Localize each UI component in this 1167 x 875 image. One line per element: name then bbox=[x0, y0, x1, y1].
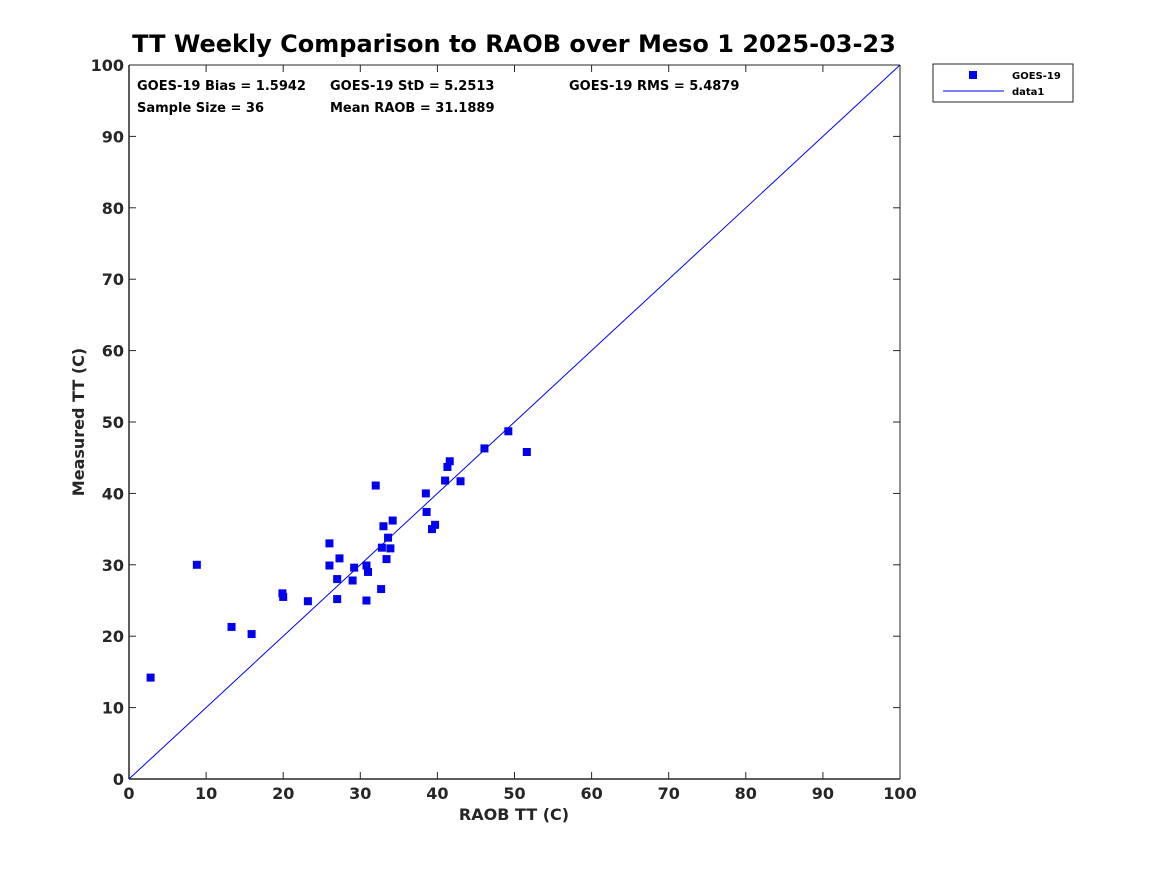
std-annotation: GOES-19 StD = 5.2513 bbox=[330, 79, 494, 94]
data-point bbox=[445, 457, 454, 466]
data-point bbox=[388, 516, 397, 525]
data-point bbox=[377, 543, 386, 552]
y-tick-label: 50 bbox=[102, 413, 124, 432]
y-tick-label: 40 bbox=[102, 484, 124, 503]
chart-title: TT Weekly Comparison to RAOB over Meso 1… bbox=[132, 30, 896, 58]
data-point bbox=[431, 520, 440, 529]
x-tick-label: 10 bbox=[195, 784, 217, 803]
data-point bbox=[325, 561, 334, 570]
y-tick-label: 90 bbox=[102, 127, 124, 146]
rms-annotation: GOES-19 RMS = 5.4879 bbox=[569, 79, 739, 94]
data-point bbox=[350, 563, 359, 572]
mean-raob-annotation: Mean RAOB = 31.1889 bbox=[330, 101, 495, 116]
data-point bbox=[303, 597, 312, 606]
x-tick-label: 100 bbox=[883, 784, 916, 803]
y-tick-label: 20 bbox=[102, 627, 124, 646]
data-point bbox=[371, 481, 380, 490]
data-point bbox=[421, 489, 430, 498]
data-point bbox=[247, 630, 256, 639]
data-point bbox=[522, 447, 531, 456]
data-point bbox=[443, 462, 452, 471]
x-axis-label: RAOB TT (C) bbox=[459, 805, 569, 824]
y-tick-label: 70 bbox=[102, 270, 124, 289]
data-point bbox=[362, 561, 371, 570]
data-point bbox=[377, 585, 386, 594]
data-point bbox=[192, 560, 201, 569]
y-tick-label: 80 bbox=[102, 199, 124, 218]
y-tick-label: 10 bbox=[102, 699, 124, 718]
sample-size-annotation: Sample Size = 36 bbox=[137, 101, 264, 116]
y-tick-label: 100 bbox=[91, 56, 124, 75]
data-point bbox=[480, 444, 489, 453]
y-tick-label: 30 bbox=[102, 556, 124, 575]
x-tick-label: 40 bbox=[426, 784, 448, 803]
y-axis-label: Measured TT (C) bbox=[69, 348, 88, 496]
data-point bbox=[504, 427, 513, 436]
x-tick-label: 60 bbox=[580, 784, 602, 803]
x-tick-label: 0 bbox=[123, 784, 134, 803]
data-point bbox=[441, 476, 450, 485]
data-point bbox=[456, 477, 465, 486]
bias-annotation: GOES-19 Bias = 1.5942 bbox=[137, 79, 306, 94]
data-point bbox=[422, 507, 431, 516]
scatter-points bbox=[146, 427, 531, 682]
y-tick-label: 0 bbox=[113, 770, 124, 789]
data-point bbox=[348, 576, 357, 585]
x-tick-label: 70 bbox=[658, 784, 680, 803]
data-point bbox=[362, 596, 371, 605]
data-point bbox=[379, 522, 388, 531]
y-ticks: 0 10 20 30 40 50 60 70 80 90 100 bbox=[91, 56, 900, 789]
data-point bbox=[335, 554, 344, 563]
data-point bbox=[386, 544, 395, 553]
x-tick-label: 80 bbox=[735, 784, 757, 803]
x-tick-label: 50 bbox=[503, 784, 525, 803]
data-point bbox=[279, 592, 288, 601]
x-tick-label: 30 bbox=[349, 784, 371, 803]
data-point bbox=[384, 533, 393, 542]
x-tick-label: 20 bbox=[272, 784, 294, 803]
y-tick-label: 60 bbox=[102, 342, 124, 361]
data-point bbox=[428, 525, 437, 534]
legend: GOES-19 data1 bbox=[932, 63, 1074, 103]
x-ticks: 0 10 20 30 40 50 60 70 80 90 100 bbox=[123, 65, 917, 803]
data-point bbox=[325, 539, 334, 548]
legend-label-goes19: GOES-19 bbox=[1012, 71, 1061, 82]
one-to-one-line bbox=[128, 64, 901, 780]
data-point bbox=[382, 555, 391, 564]
data-point bbox=[146, 673, 155, 682]
legend-label-data1: data1 bbox=[1012, 87, 1044, 98]
x-tick-label: 90 bbox=[812, 784, 834, 803]
data-point bbox=[364, 567, 373, 576]
data-point bbox=[333, 575, 342, 584]
legend-box bbox=[932, 63, 1074, 103]
data-point bbox=[227, 622, 236, 631]
data-point bbox=[333, 595, 342, 604]
legend-marker-goes19 bbox=[969, 71, 977, 79]
